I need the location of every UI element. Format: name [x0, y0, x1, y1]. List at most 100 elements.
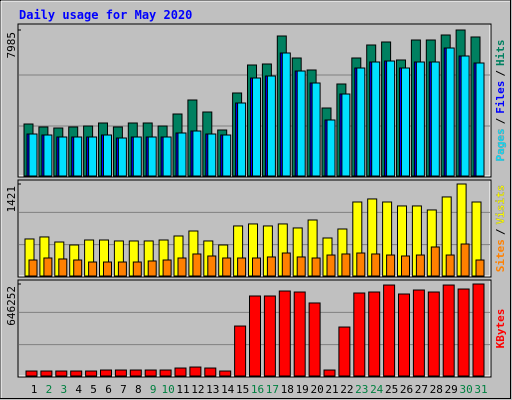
x-tick-label: 4 — [75, 383, 82, 396]
legend-separator: / — [494, 228, 507, 235]
bar — [222, 134, 232, 177]
bar — [263, 295, 276, 377]
chart-title: Daily usage for May 2020 — [19, 8, 192, 22]
bar — [293, 291, 306, 377]
x-tick-label: 28 — [430, 383, 443, 396]
bar — [189, 366, 202, 377]
x-tick-label: 10 — [161, 383, 174, 396]
legend-separator: / — [494, 117, 507, 124]
y-tick-label: 646252 — [5, 286, 18, 326]
x-tick-label: 2 — [46, 383, 53, 396]
legend-entry: Pages — [494, 128, 507, 161]
x-tick-label: 16 — [251, 383, 264, 396]
bar — [472, 283, 485, 377]
bar — [73, 259, 83, 277]
bar — [266, 256, 276, 277]
x-tick-label: 11 — [176, 383, 189, 396]
bar — [162, 136, 172, 177]
panels: 7985Pages/Files/Hits1421Sites/Visits6462… — [5, 23, 507, 396]
bar — [356, 67, 366, 177]
bar — [386, 60, 396, 177]
x-tick-label: 29 — [445, 383, 458, 396]
legend-entry: Visits — [494, 185, 507, 225]
bar — [281, 252, 291, 277]
bar — [177, 132, 187, 177]
bar — [415, 254, 425, 277]
x-tick-label: 1 — [31, 383, 38, 396]
bar — [412, 289, 425, 377]
bar — [55, 370, 68, 377]
bar — [207, 255, 217, 277]
bar — [356, 252, 366, 277]
bar — [73, 136, 83, 177]
bar — [386, 254, 396, 277]
y-tick-label: 1421 — [5, 186, 18, 213]
bar — [281, 52, 291, 177]
x-tick-label: 25 — [385, 383, 398, 396]
bar — [252, 257, 261, 277]
bar — [237, 257, 247, 277]
bar — [132, 261, 142, 277]
bar — [88, 261, 98, 277]
bar — [103, 261, 112, 277]
bar — [442, 284, 455, 377]
legend-entry: Hits — [494, 40, 507, 67]
bar — [132, 136, 142, 177]
bar — [234, 325, 247, 377]
bar — [430, 61, 440, 177]
x-tick-label: 15 — [236, 383, 249, 396]
bar — [457, 288, 470, 377]
bar — [147, 136, 157, 177]
x-tick-label: 26 — [400, 383, 413, 396]
x-tick-label: 8 — [135, 383, 142, 396]
bar — [296, 70, 306, 177]
bar — [147, 260, 157, 277]
x-tick-label: 3 — [60, 383, 67, 396]
bar — [192, 253, 202, 277]
bar — [323, 369, 336, 377]
x-tick-label: 18 — [281, 383, 294, 396]
x-tick-label: 9 — [150, 383, 157, 396]
bar — [383, 284, 396, 377]
bar — [445, 47, 455, 177]
x-tick-label: 14 — [221, 383, 235, 396]
x-tick-label: 19 — [296, 383, 309, 396]
bar — [58, 136, 68, 177]
bar — [88, 136, 98, 177]
bar — [371, 61, 381, 177]
bar — [401, 255, 410, 277]
bar — [129, 369, 142, 377]
x-tick-label: 13 — [206, 383, 219, 396]
x-tick-label: 17 — [266, 383, 279, 396]
x-tick-label: 20 — [310, 383, 323, 396]
bar — [237, 102, 247, 177]
bar — [159, 369, 172, 377]
bar — [207, 133, 217, 177]
bar — [460, 55, 470, 177]
bar — [144, 369, 157, 377]
bar — [278, 290, 291, 377]
legend-entry: Sites — [494, 239, 507, 272]
x-tick-label: 21 — [325, 383, 338, 396]
x-tick-label: 12 — [191, 383, 204, 396]
bar — [338, 326, 351, 377]
bar — [430, 246, 440, 277]
bar — [117, 261, 127, 277]
x-tick-label: 24 — [370, 383, 384, 396]
bar — [371, 253, 381, 277]
legend-separator: / — [494, 70, 507, 77]
bar — [174, 367, 187, 377]
bar — [368, 291, 381, 377]
legend-entry: Files — [494, 81, 507, 114]
y-tick-label: 7985 — [5, 32, 18, 59]
bar — [311, 82, 321, 177]
bar — [162, 259, 172, 277]
legend-entry: KBytes — [494, 309, 507, 349]
x-tick-label: 6 — [105, 383, 112, 396]
bar — [192, 130, 202, 177]
bar — [28, 133, 38, 177]
bar — [460, 243, 470, 277]
x-tick-label: 5 — [90, 383, 97, 396]
bar — [85, 370, 98, 377]
x-tick-label: 30 — [459, 383, 472, 396]
